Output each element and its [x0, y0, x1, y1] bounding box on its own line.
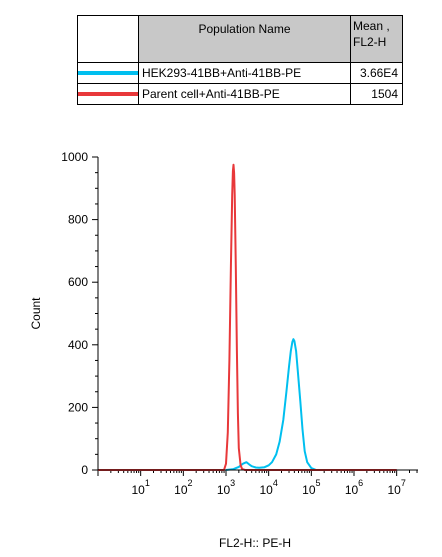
legend-swatch-cell: [77, 83, 139, 105]
series-line-hek293: [225, 338, 397, 471]
legend-header-blank: [77, 15, 139, 63]
legend-header-row: Population Name Mean , FL2-H: [77, 15, 403, 63]
x-tick-exponent: 5: [316, 478, 321, 488]
x-tick-label: 105: [302, 478, 320, 497]
legend-header-mean-line2: FL2-H: [353, 35, 387, 49]
x-tick-label: 102: [174, 478, 192, 497]
x-tick-base: 10: [174, 483, 188, 497]
series-layer: [98, 163, 397, 471]
legend-header-population-name: Population Name: [138, 15, 351, 63]
x-tick-exponent: 6: [358, 478, 363, 488]
legend-row-parent: Parent cell+Anti-41BB-PE 1504: [77, 83, 403, 105]
x-tick-base: 10: [302, 483, 316, 497]
x-tick-exponent: 3: [230, 478, 235, 488]
x-tick-exponent: 4: [273, 478, 278, 488]
legend-swatch-cell: [77, 62, 139, 84]
y-tick-label: 400: [68, 338, 88, 352]
x-tick-label: 106: [345, 478, 363, 497]
legend-mean-value: 3.66E4: [350, 62, 403, 84]
x-tick-exponent: 2: [188, 478, 193, 488]
x-tick-label: 103: [217, 478, 235, 497]
legend-population-name: Parent cell+Anti-41BB-PE: [138, 83, 351, 105]
legend-table: Population Name Mean , FL2-H HEK293-41BB…: [77, 15, 403, 105]
x-tick-label: 107: [387, 478, 405, 497]
y-axis-ticks: 0 200 400 600 800 1000: [61, 150, 98, 477]
legend-swatch-hek293: [78, 71, 138, 75]
legend-mean-value: 1504: [350, 83, 403, 105]
y-tick-label: 800: [68, 213, 88, 227]
x-tick-exponent: 1: [145, 478, 150, 488]
x-tick-base: 10: [259, 483, 273, 497]
y-tick-label: 1000: [61, 150, 88, 164]
legend-row-hek293: HEK293-41BB+Anti-41BB-PE 3.66E4: [77, 62, 403, 84]
legend-header-mean: Mean , FL2-H: [350, 15, 403, 63]
plot-frame: [97, 157, 418, 471]
x-tick-base: 10: [131, 483, 145, 497]
legend-swatch-parent: [78, 92, 138, 96]
y-tick-label: 200: [68, 400, 88, 414]
y-tick-label: 600: [68, 275, 88, 289]
series-line-parent: [98, 163, 397, 471]
y-tick-label: 0: [81, 463, 88, 477]
legend-population-name: HEK293-41BB+Anti-41BB-PE: [138, 62, 351, 84]
x-tick-exponent: 7: [401, 478, 406, 488]
x-tick-label: 104: [259, 478, 277, 497]
x-tick-base: 10: [345, 483, 359, 497]
x-axis-ticks: 101 102 103 104 105 106 107: [97, 470, 418, 497]
x-axis-title: FL2-H:: PE-H: [219, 536, 291, 550]
y-axis-title: Count: [29, 297, 43, 330]
legend-header-mean-line1: Mean ,: [353, 19, 390, 33]
x-tick-base: 10: [387, 483, 401, 497]
x-tick-label: 101: [131, 478, 149, 497]
x-tick-base: 10: [217, 483, 231, 497]
